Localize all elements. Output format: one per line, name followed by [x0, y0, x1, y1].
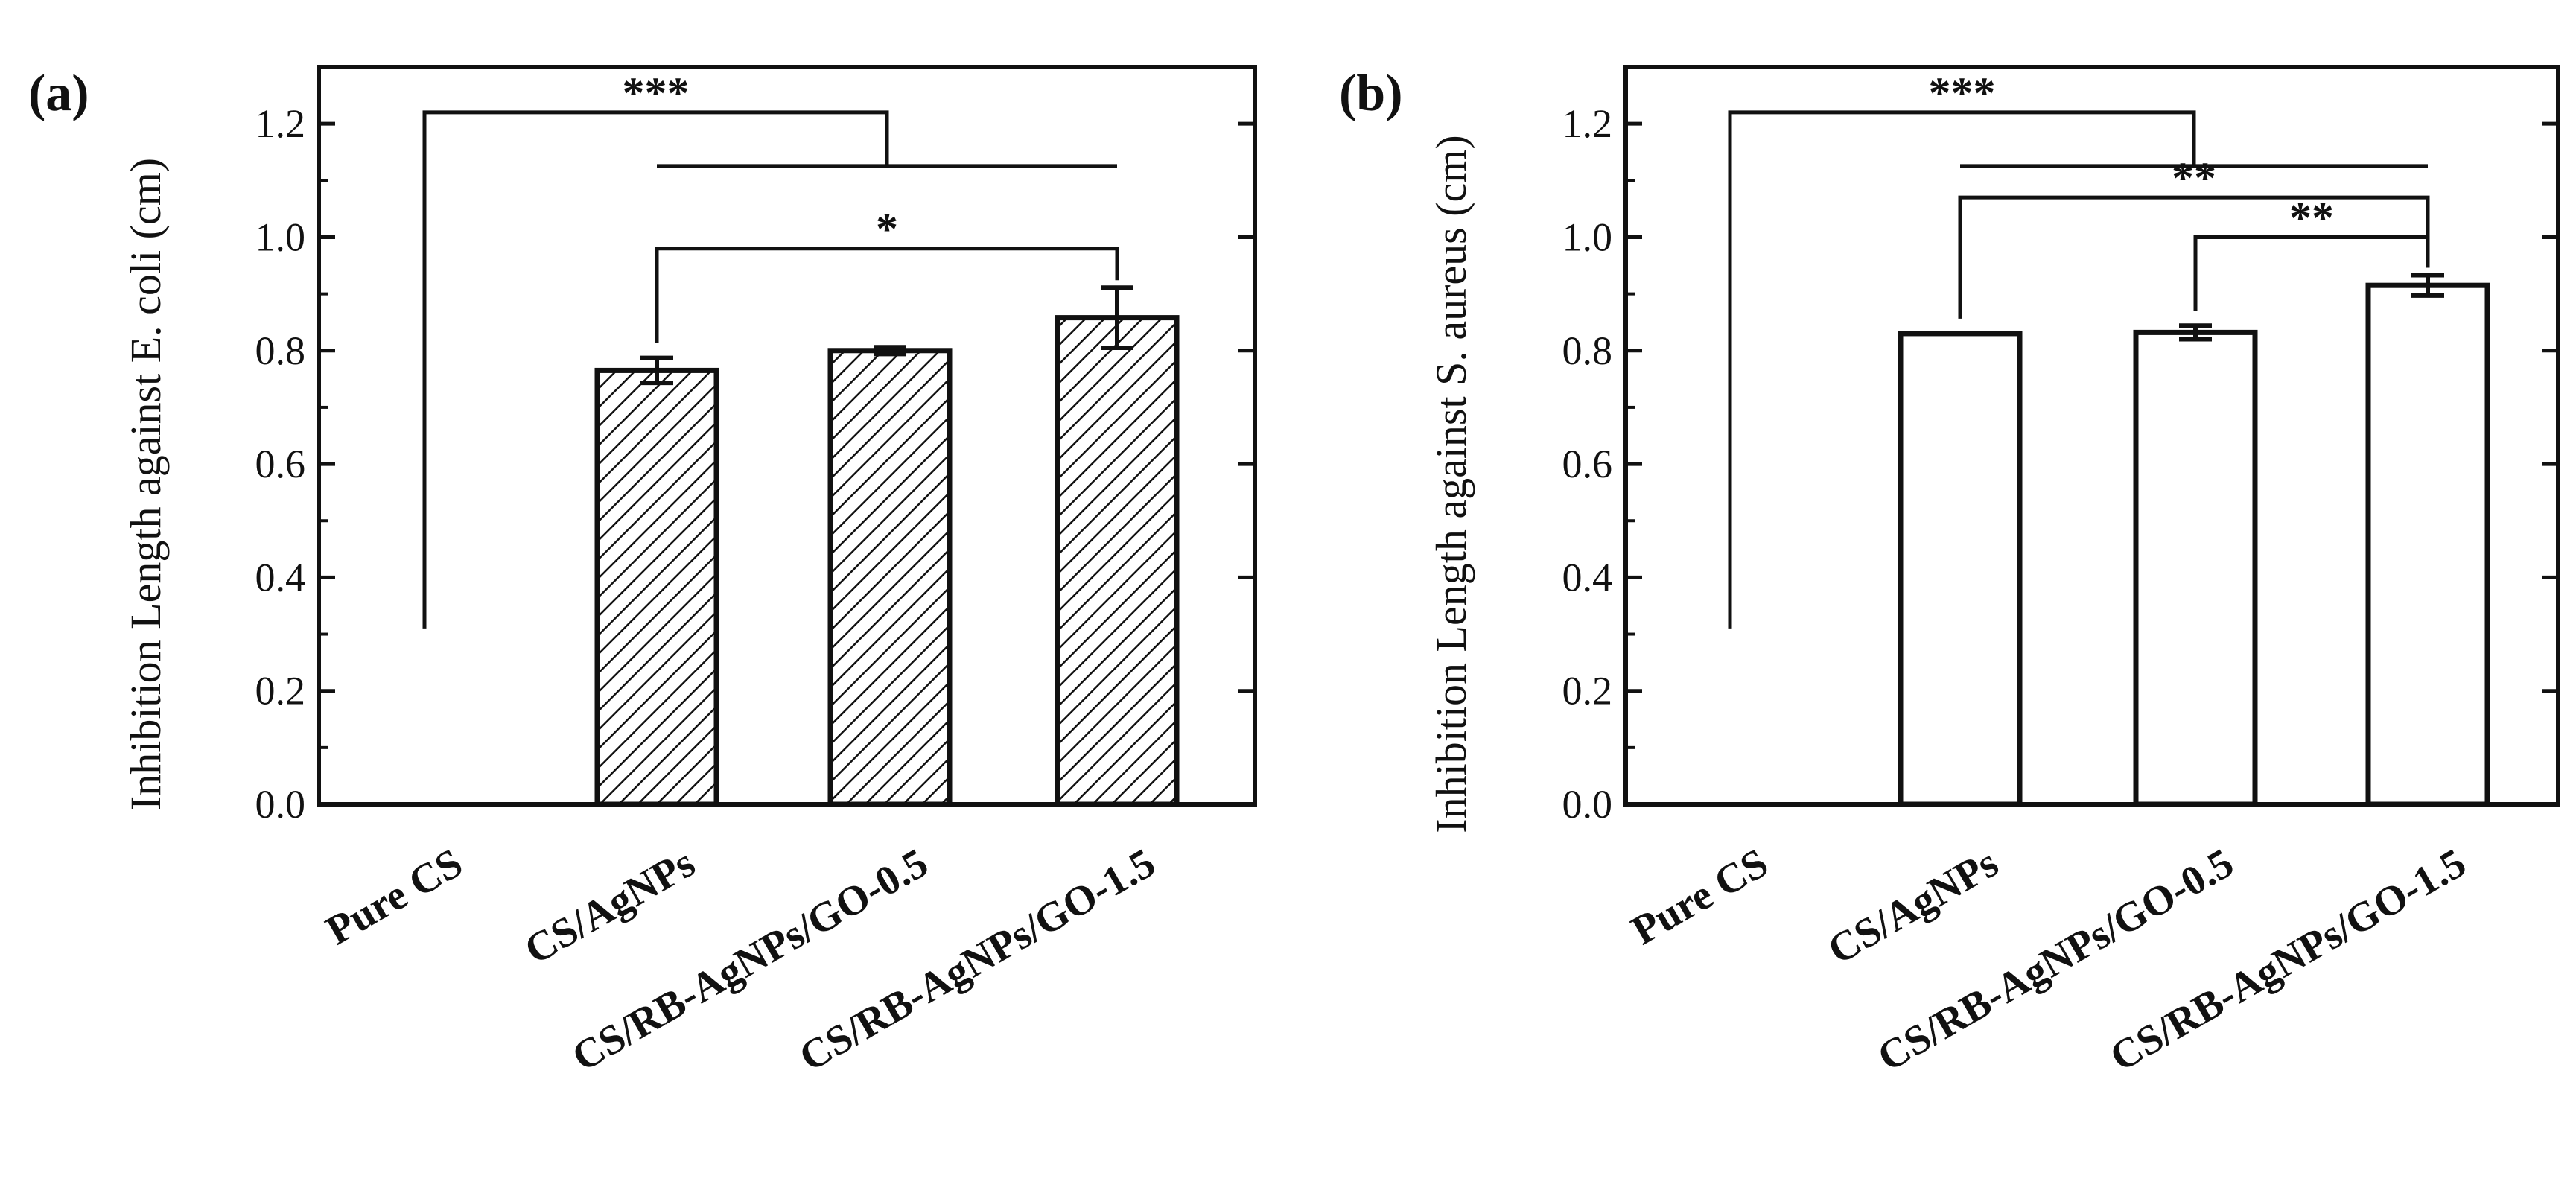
x-category-label-3: CS/RB-AgNPs/GO-1.5: [792, 840, 1163, 1081]
bar-1: [594, 367, 719, 807]
panel-b-y-axis-label: Inhibition Length against S. aureus (cm): [1427, 135, 1475, 833]
significance-bracket-1: [1958, 195, 2430, 319]
x-category-label-0: Pure CS: [319, 840, 471, 955]
bar-2: [2133, 329, 2258, 807]
panel-b-x-categories: Pure CS CS/AgNPsCS/RB-AgNPs/GO-0.5CS/RB-A…: [1624, 840, 2474, 1081]
panel-b-label: (b): [1339, 65, 1403, 122]
panel-a-y-ticks: 0.0 0.2 0.4 0.6 0.8 1.0 1.2: [255, 101, 1255, 827]
panel-b-chart: (b) Inhibition Length against S. aureus …: [1339, 65, 2560, 1081]
panel-a-x-categories: Pure CS CS/AgNPsCS/RB-AgNPs/GO-0.5CS/RB-A…: [319, 840, 1163, 1081]
y-tick-label: 0.4: [1562, 555, 1613, 600]
significance-bracket-2: [2193, 235, 2430, 311]
panel-a-label: (a): [28, 65, 89, 122]
y-tick-label: 0.4: [255, 555, 306, 600]
y-tick-label: 0.8: [1562, 328, 1613, 373]
y-tick-label: 0.2: [255, 669, 306, 713]
panel-a-significance: ****: [422, 69, 1119, 629]
significance-bracket-0: [422, 110, 889, 629]
y-tick-label: 1.2: [255, 101, 306, 146]
bar-2: [827, 348, 953, 807]
bar-3: [2365, 282, 2490, 807]
significance-bracket-1: [655, 247, 1119, 343]
significance-label-1: *: [876, 205, 898, 254]
panel-b-plot-frame: [1623, 65, 2560, 807]
y-tick-label: 0.0: [1562, 782, 1613, 827]
x-category-label-1: CS/AgNPs: [1820, 840, 2006, 974]
significance-bracket-0: [1728, 110, 2196, 629]
panel-b-bars: [1898, 282, 2490, 807]
panel-b-significance: *******: [1728, 69, 2430, 629]
panel-b-y-ticks: 0.0 0.2 0.4 0.6 0.8 1.0 1.2: [1562, 101, 2558, 827]
significance-label-0: ***: [623, 69, 690, 118]
bar-3: [1055, 315, 1180, 807]
y-tick-label: 1.0: [255, 214, 306, 259]
panel-a-y-axis-label: Inhibition Length against E. coli (cm): [121, 158, 170, 810]
x-category-label-1: CS/AgNPs: [517, 840, 702, 974]
y-tick-label: 0.2: [1562, 669, 1613, 713]
y-tick-label: 0.8: [255, 328, 306, 373]
significance-label-0: ***: [1929, 69, 1996, 118]
panel-a-bars: [594, 315, 1180, 807]
y-tick-label: 0.0: [255, 782, 306, 827]
panel-a-error-bars: [640, 285, 1133, 386]
panel-a-chart: (a) Inhibition Length against E. coli (c…: [28, 65, 1257, 1081]
bar-1: [1898, 331, 2023, 807]
significance-label-2: **: [2289, 193, 2334, 242]
y-tick-label: 0.6: [1562, 442, 1613, 486]
panel-a-plot-frame: [317, 65, 1257, 807]
panel-b-error-bars: [2179, 273, 2444, 342]
x-category-label-0: Pure CS: [1624, 840, 1776, 955]
y-tick-label: 0.6: [255, 442, 306, 486]
y-tick-label: 1.0: [1562, 214, 1613, 259]
significance-label-1: **: [2172, 153, 2216, 203]
y-tick-label: 1.2: [1562, 101, 1613, 146]
